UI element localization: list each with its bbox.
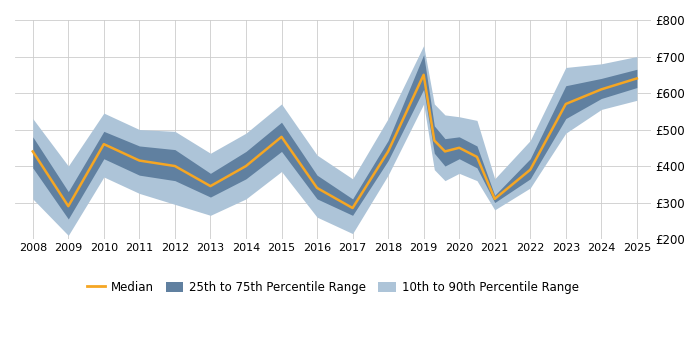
Legend: Median, 25th to 75th Percentile Range, 10th to 90th Percentile Range: Median, 25th to 75th Percentile Range, 1… (83, 276, 584, 299)
